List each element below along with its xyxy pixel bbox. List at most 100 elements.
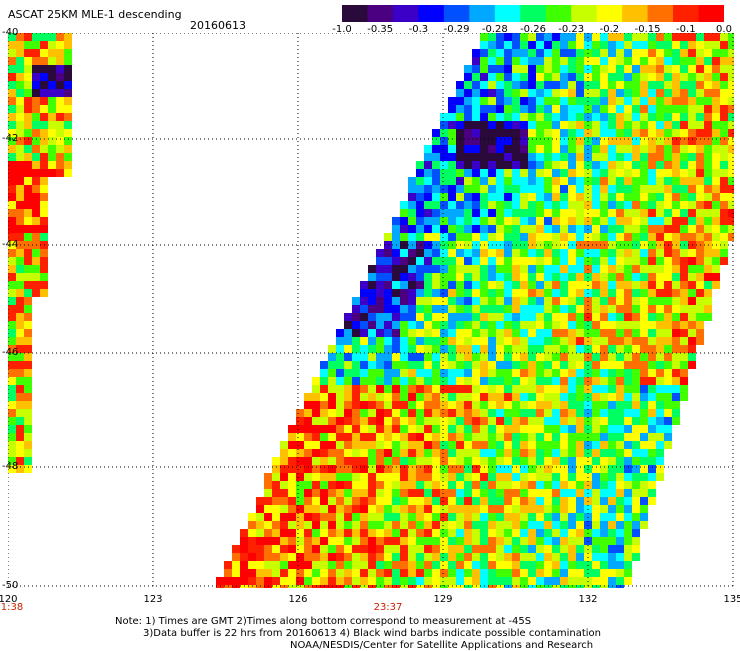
data-cell <box>640 65 648 73</box>
data-cell <box>480 577 488 585</box>
data-cell <box>568 129 576 137</box>
data-cell <box>360 377 368 385</box>
colorbar-tick-label: -0.26 <box>520 24 546 35</box>
data-cell <box>8 289 16 297</box>
data-cell <box>520 521 528 529</box>
data-cell <box>608 33 616 41</box>
data-cell <box>344 505 352 513</box>
data-cell <box>312 377 320 385</box>
data-cell <box>32 105 40 113</box>
data-cell <box>624 257 632 265</box>
data-cell <box>512 161 520 169</box>
data-cell <box>472 385 480 393</box>
data-cell <box>504 137 512 145</box>
data-cell <box>720 185 728 193</box>
data-cell <box>536 137 544 145</box>
data-cell <box>616 177 624 185</box>
data-cell <box>448 393 456 401</box>
data-cell <box>448 401 456 409</box>
data-cell <box>400 297 408 305</box>
data-cell <box>536 169 544 177</box>
data-cell <box>616 273 624 281</box>
data-cell <box>576 97 584 105</box>
data-cell <box>520 201 528 209</box>
data-cell <box>552 265 560 273</box>
data-cell <box>640 465 648 473</box>
data-cell <box>504 129 512 137</box>
data-cell <box>392 521 400 529</box>
data-cell <box>56 65 64 73</box>
data-cell <box>400 201 408 209</box>
data-cell <box>560 201 568 209</box>
data-cell <box>288 553 296 561</box>
data-cell <box>512 81 520 89</box>
data-cell <box>384 561 392 569</box>
data-cell <box>560 297 568 305</box>
data-cell <box>408 529 416 537</box>
data-cell <box>288 497 296 505</box>
data-cell <box>408 537 416 545</box>
data-cell <box>400 385 408 393</box>
data-cell <box>640 473 648 481</box>
data-cell <box>592 209 600 217</box>
data-cell <box>520 489 528 497</box>
data-cell <box>24 73 32 81</box>
data-cell <box>624 361 632 369</box>
data-cell <box>560 225 568 233</box>
data-cell <box>632 121 640 129</box>
data-cell <box>456 473 464 481</box>
data-cell <box>560 441 568 449</box>
data-cell <box>592 281 600 289</box>
data-cell <box>272 537 280 545</box>
data-cell <box>528 169 536 177</box>
data-cell <box>408 337 416 345</box>
data-cell <box>24 393 32 401</box>
data-cell <box>504 297 512 305</box>
data-cell <box>632 81 640 89</box>
data-cell <box>616 65 624 73</box>
data-cell <box>616 489 624 497</box>
data-cell <box>424 321 432 329</box>
data-cell <box>608 49 616 57</box>
data-cell <box>408 321 416 329</box>
data-cell <box>568 89 576 97</box>
data-cell <box>352 345 360 353</box>
data-cell <box>520 121 528 129</box>
data-cell <box>600 265 608 273</box>
data-cell <box>672 297 680 305</box>
data-cell <box>32 137 40 145</box>
data-cell <box>528 537 536 545</box>
data-cell <box>600 81 608 89</box>
data-cell <box>504 33 512 41</box>
data-cell <box>552 57 560 65</box>
data-cell <box>424 217 432 225</box>
data-cell <box>656 89 664 97</box>
data-cell <box>624 89 632 97</box>
data-cell <box>456 321 464 329</box>
data-cell <box>712 233 720 241</box>
data-cell <box>464 521 472 529</box>
data-cell <box>440 553 448 561</box>
data-cell <box>384 409 392 417</box>
data-cell <box>304 529 312 537</box>
data-cell <box>336 361 344 369</box>
data-cell <box>40 33 48 41</box>
data-cell <box>424 265 432 273</box>
data-cell <box>680 297 688 305</box>
data-cell <box>24 41 32 49</box>
data-cell <box>464 97 472 105</box>
data-cell <box>448 105 456 113</box>
data-cell <box>416 537 424 545</box>
data-cell <box>496 337 504 345</box>
data-cell <box>56 153 64 161</box>
data-cell <box>24 233 32 241</box>
data-cell <box>488 297 496 305</box>
data-cell <box>512 337 520 345</box>
data-cell <box>664 273 672 281</box>
data-cell <box>656 449 664 457</box>
data-cell <box>576 281 584 289</box>
data-cell <box>16 329 24 337</box>
data-cell <box>448 129 456 137</box>
data-cell <box>600 297 608 305</box>
data-cell <box>8 449 16 457</box>
